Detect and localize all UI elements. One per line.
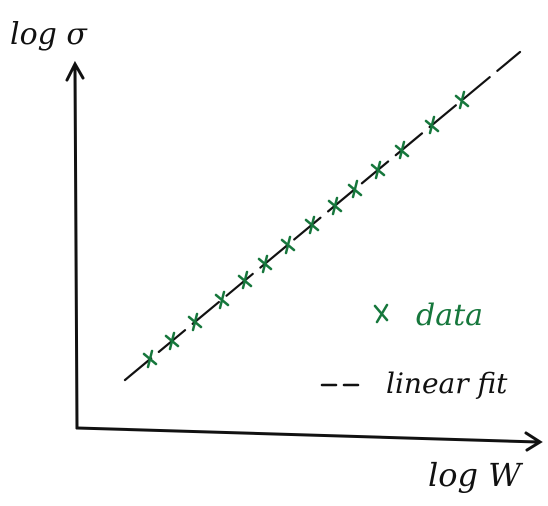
legend-data-label: data <box>416 298 483 333</box>
y-axis <box>75 68 77 428</box>
sketch: log σ log W data linear fit <box>0 0 548 506</box>
x-axis-label: log W <box>428 456 524 494</box>
legend-fit-label: linear fit <box>386 367 508 400</box>
y-axis-label: log σ <box>10 17 88 52</box>
